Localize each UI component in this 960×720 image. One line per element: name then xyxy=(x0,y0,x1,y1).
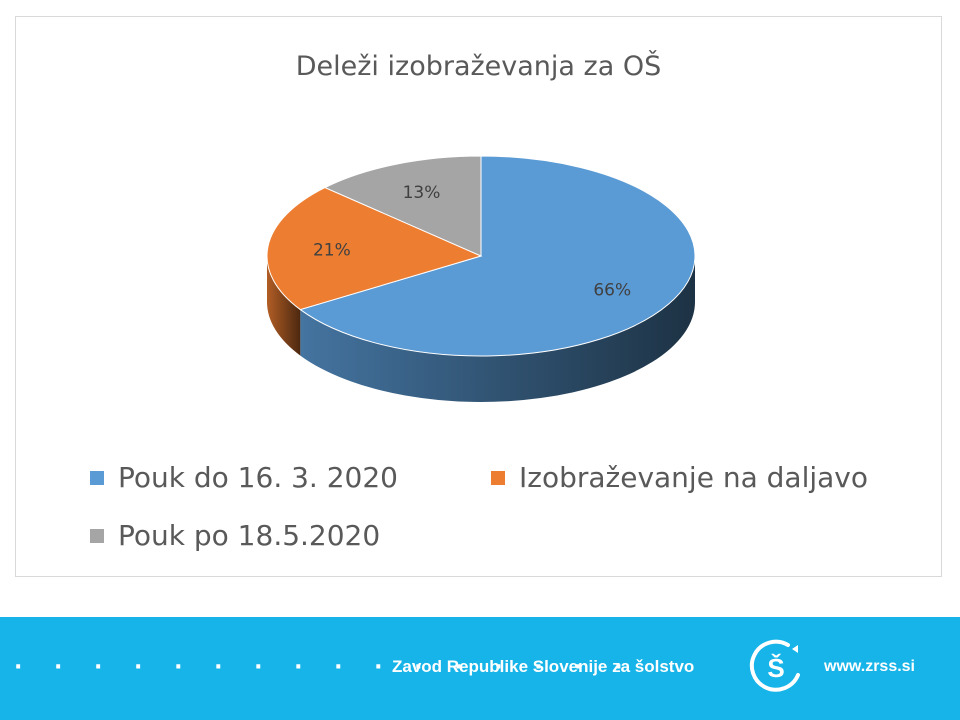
data-label-pouk-do: 66% xyxy=(593,281,631,301)
pie-slice-na-daljavo xyxy=(266,186,483,311)
pie-slice-pouk-do xyxy=(299,155,696,357)
website-link[interactable]: www.zrss.si xyxy=(824,658,915,675)
pie-slice-pouk-po xyxy=(323,155,482,257)
legend-label-pouk-do: Pouk do 16. 3. 2020 xyxy=(118,461,398,494)
footer-dots: · · · · · · · · · · · · · · · · xyxy=(14,655,635,680)
zrss-logo-icon: Š xyxy=(749,639,800,692)
legend-item-na-daljavo: Izobraževanje na daljavo xyxy=(491,461,868,494)
legend-label-na-daljavo: Izobraževanje na daljavo xyxy=(519,461,868,494)
organization-name: Zavod Republike Slovenije za šolstvo xyxy=(392,657,695,676)
legend-label-pouk-po: Pouk po 18.5.2020 xyxy=(118,519,381,552)
logo-letter: Š xyxy=(767,653,784,683)
legend-swatch-pouk-po xyxy=(90,528,104,543)
footer-bar: · · · · · · · · · · · · · · · · Zavod Re… xyxy=(0,617,960,720)
legend-item-pouk-do: Pouk do 16. 3. 2020 xyxy=(90,461,398,494)
chart-area: Deleži izobraževanja za OŠ 66% 21% 13% Pou… xyxy=(15,16,942,577)
legend-swatch-pouk-do xyxy=(90,470,104,485)
pie-chart: 66% 21% 13% xyxy=(266,155,696,402)
data-label-pouk-po: 13% xyxy=(403,183,441,203)
pie-side-na-daljavo xyxy=(267,256,301,356)
pie-side-pouk-do xyxy=(300,256,695,402)
chart-title: Deleži izobraževanja za OŠ xyxy=(295,51,662,82)
legend-swatch-na-daljavo xyxy=(491,470,505,485)
legend-item-pouk-po: Pouk po 18.5.2020 xyxy=(90,519,380,552)
data-label-na-daljavo: 21% xyxy=(313,240,351,260)
